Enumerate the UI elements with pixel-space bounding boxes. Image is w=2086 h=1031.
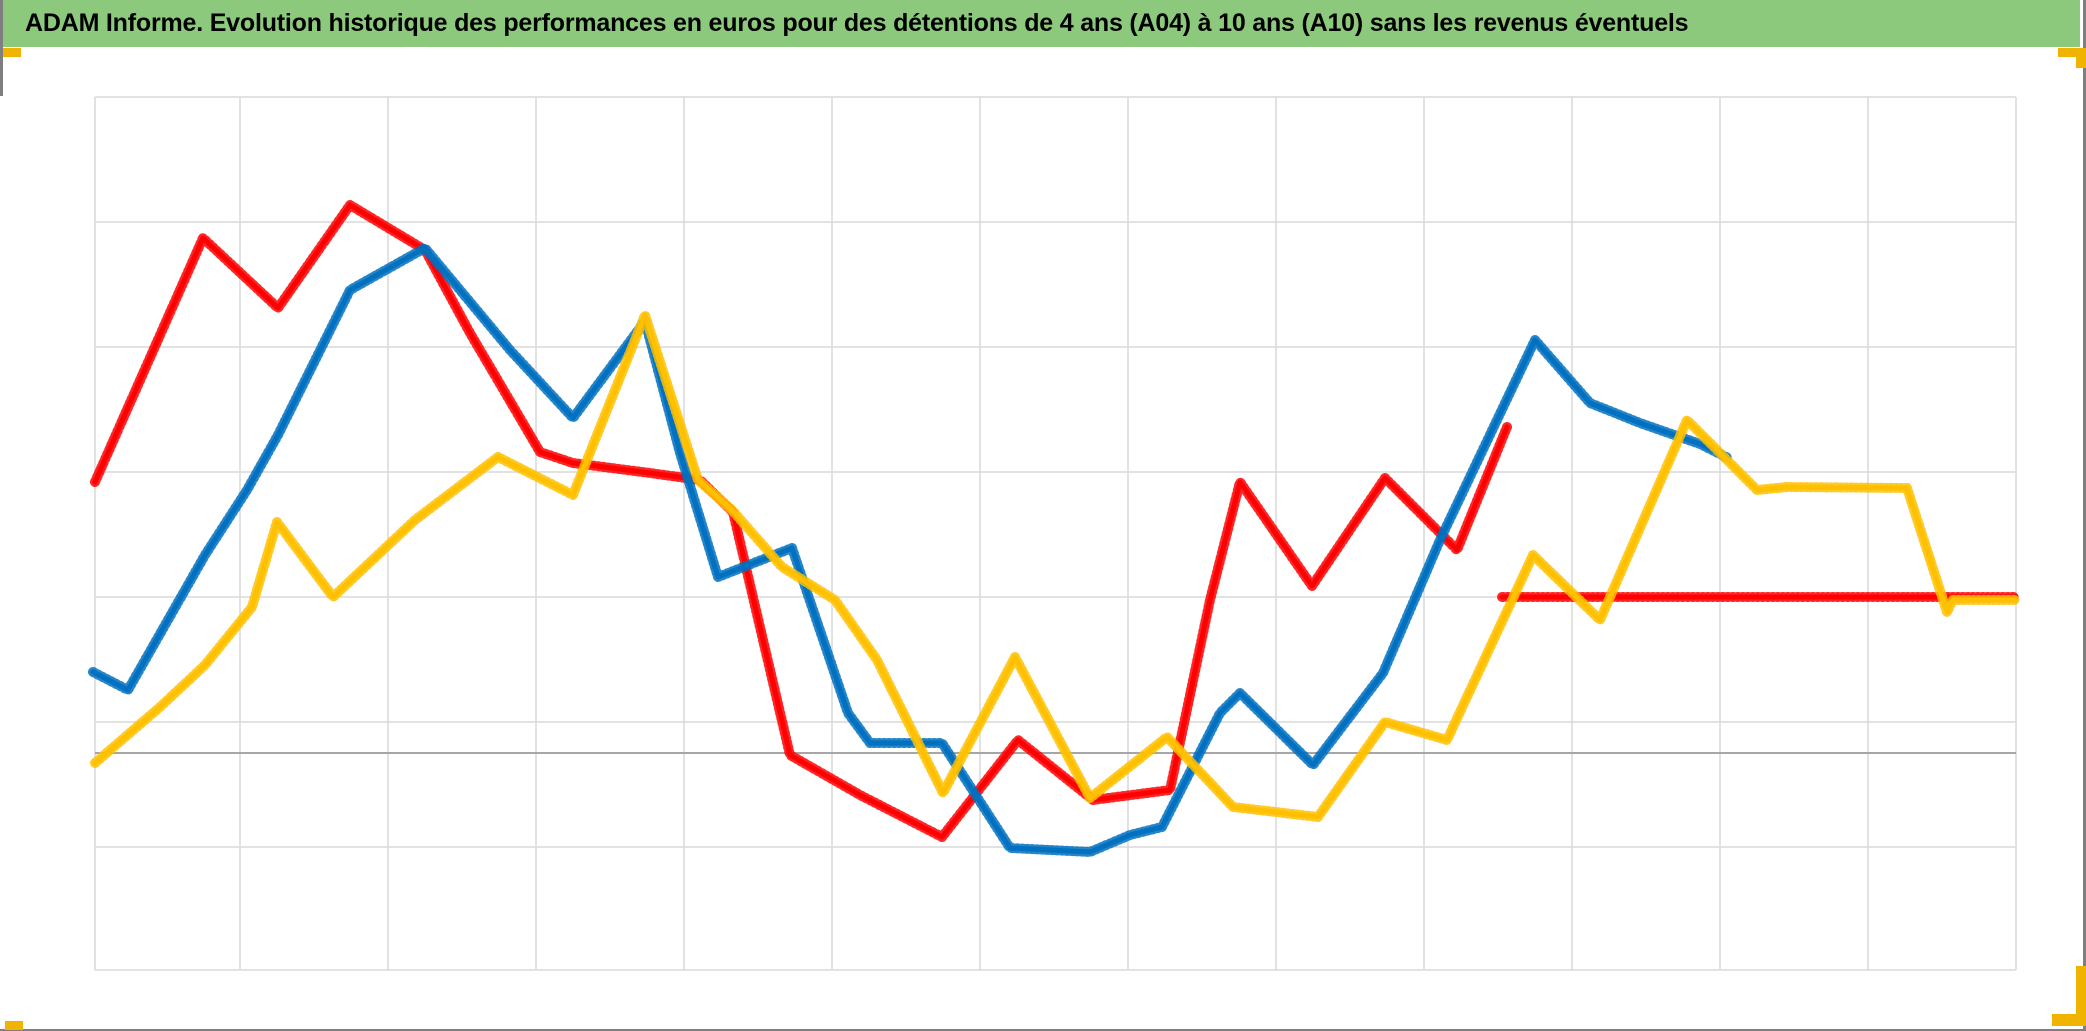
series-blue-line: [90, 245, 1731, 855]
pane-edge-bottom: [0, 1029, 2086, 1031]
series-yellow-line: [92, 312, 2018, 820]
pane-edge-right: [2083, 0, 2086, 1031]
chart-title-text: ADAM Informe. Evolution historique des p…: [25, 9, 1689, 37]
title-bar: ADAM Informe. Evolution historique des p…: [3, 0, 2080, 47]
series-red-line: [92, 202, 1510, 840]
series-blue-markers: [88, 243, 1733, 857]
series-yellow-markers: [90, 310, 2020, 822]
pane-edge-left: [0, 0, 3, 96]
